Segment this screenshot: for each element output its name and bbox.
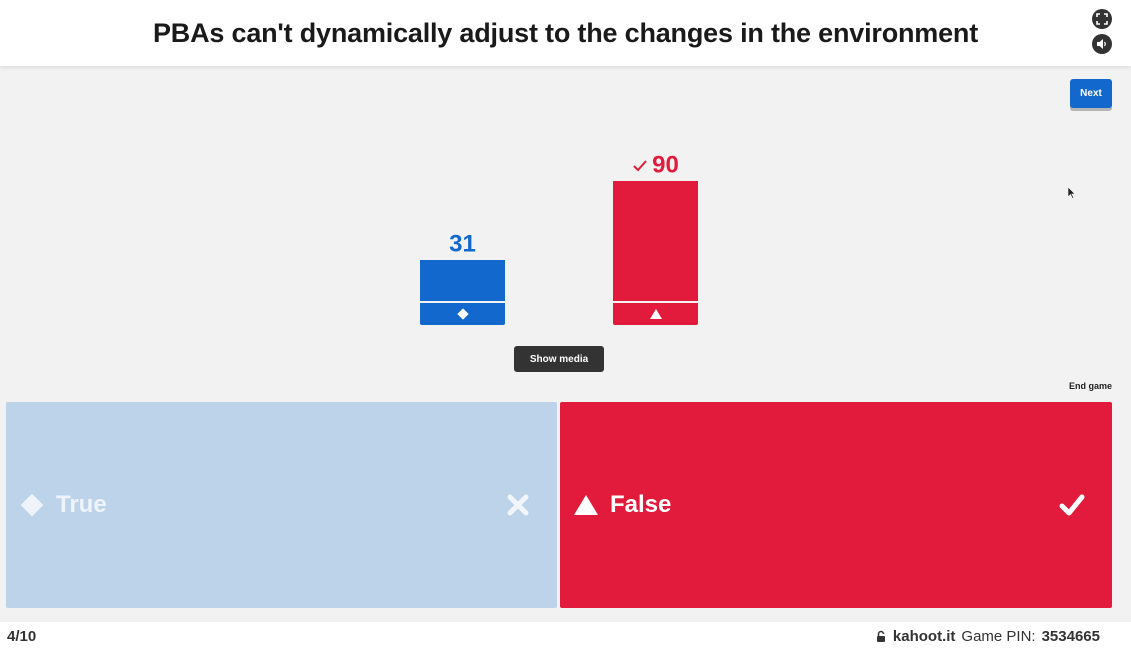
diamond-icon xyxy=(20,493,44,517)
mouse-cursor-icon xyxy=(1068,187,1076,199)
bar-base-true xyxy=(420,303,505,325)
corner-controls xyxy=(1092,9,1112,54)
volume-icon[interactable] xyxy=(1092,34,1112,54)
end-game-link[interactable]: End game xyxy=(1068,381,1112,391)
bar-true xyxy=(420,260,505,301)
site-name: kahoot.it xyxy=(892,628,956,645)
lock-icon xyxy=(876,630,885,642)
triangle-icon xyxy=(574,495,598,515)
count-value: 90 xyxy=(652,151,679,179)
diamond-icon xyxy=(456,308,469,320)
question-title: PBAs can't dynamically adjust to the cha… xyxy=(152,17,978,48)
question-header: PBAs can't dynamically adjust to the cha… xyxy=(0,0,1131,66)
bar-false xyxy=(613,181,698,301)
count-value: 31 xyxy=(449,230,476,258)
next-button[interactable]: Next xyxy=(1070,79,1112,108)
show-media-button[interactable]: Show media xyxy=(514,346,604,372)
count-label-false: 90 xyxy=(613,151,698,180)
answer-card-true: True xyxy=(6,402,557,608)
pin-label: Game PIN: xyxy=(961,628,1036,645)
fullscreen-icon[interactable] xyxy=(1092,9,1112,29)
question-progress: 4/10 xyxy=(7,628,37,645)
count-label-true: 31 xyxy=(420,230,505,259)
pin-value: 3534665 xyxy=(1041,628,1100,645)
footer-bar: 4/10 kahoot.it Game PIN: 3534665 xyxy=(0,622,1131,651)
results-chart: 31 90 xyxy=(420,151,698,325)
answer-label-false: False xyxy=(610,491,672,518)
game-info: kahoot.it Game PIN: 3534665 xyxy=(875,628,1124,645)
answer-label-true: True xyxy=(56,491,107,518)
cross-icon xyxy=(507,494,529,516)
answer-card-false: False xyxy=(560,402,1112,608)
triangle-icon xyxy=(649,309,662,319)
check-icon xyxy=(1059,494,1085,516)
bar-base-false xyxy=(613,303,698,325)
check-icon xyxy=(633,159,647,172)
